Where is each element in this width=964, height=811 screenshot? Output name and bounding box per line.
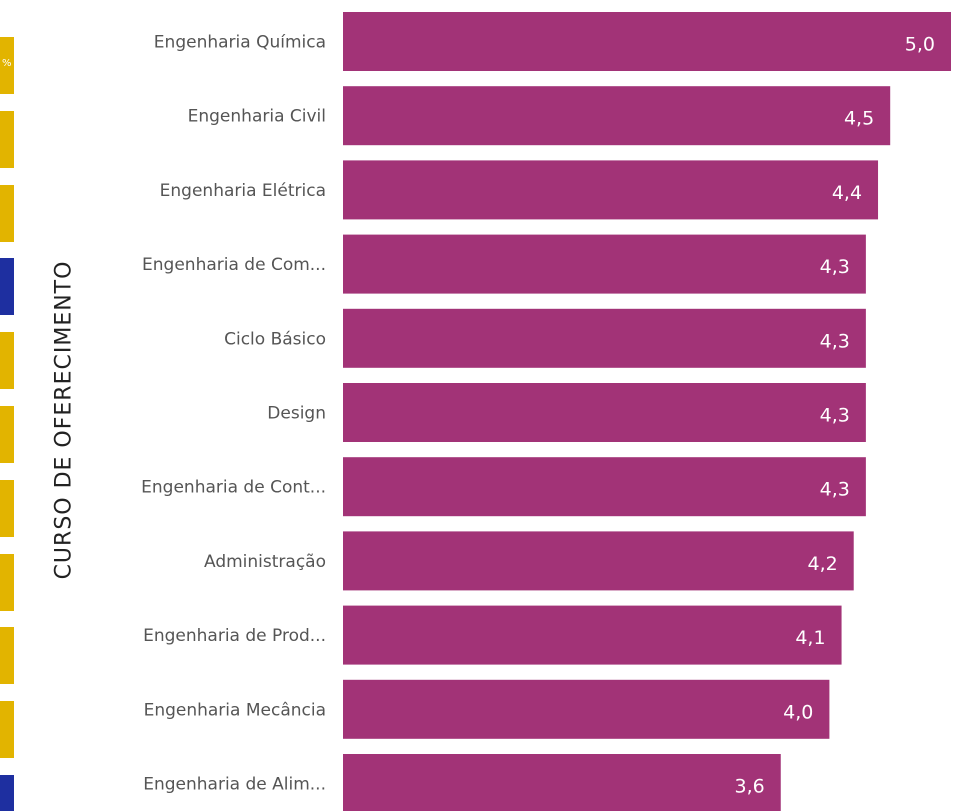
bar[interactable] bbox=[343, 160, 879, 220]
category-label: Engenharia de Prod... bbox=[143, 626, 326, 646]
category-label: Engenharia de Alim... bbox=[143, 775, 326, 795]
data-label: 4,2 bbox=[808, 553, 838, 575]
strip-mark: % bbox=[2, 58, 12, 69]
bar[interactable] bbox=[343, 86, 891, 146]
strip-block bbox=[0, 37, 14, 94]
data-label: 4,3 bbox=[820, 256, 850, 278]
data-label: 4,3 bbox=[820, 330, 850, 352]
strip-block bbox=[0, 627, 14, 685]
bar[interactable] bbox=[343, 605, 842, 665]
category-label: Engenharia Química bbox=[154, 33, 326, 53]
strip-block bbox=[0, 701, 14, 759]
data-label: 4,3 bbox=[820, 405, 850, 427]
strip-block bbox=[0, 553, 14, 611]
category-label: Engenharia de Cont... bbox=[141, 478, 326, 498]
data-label: 4,1 bbox=[795, 627, 825, 649]
strip-block bbox=[0, 110, 14, 168]
bar[interactable] bbox=[343, 383, 866, 442]
category-label: Administração bbox=[204, 552, 326, 572]
bar[interactable] bbox=[343, 457, 866, 517]
category-label: Engenharia Civil bbox=[188, 107, 326, 127]
bar[interactable] bbox=[343, 531, 854, 591]
bar[interactable] bbox=[343, 308, 866, 368]
y-axis-title: CURSO DE OFERECIMENTO bbox=[51, 260, 77, 580]
strip-block bbox=[0, 406, 14, 463]
category-label: Ciclo Básico bbox=[224, 329, 326, 349]
strip-block bbox=[0, 479, 14, 537]
bar[interactable] bbox=[343, 12, 951, 71]
data-label: 4,5 bbox=[844, 108, 874, 130]
category-label: Design bbox=[267, 404, 326, 424]
data-label: 4,0 bbox=[783, 701, 813, 723]
bar[interactable] bbox=[343, 234, 866, 294]
strip-block bbox=[0, 184, 14, 242]
data-label: 4,3 bbox=[820, 479, 850, 501]
strip-block bbox=[0, 258, 14, 316]
data-label: 4,4 bbox=[832, 182, 862, 204]
strip-block bbox=[0, 332, 14, 390]
bar[interactable] bbox=[343, 754, 781, 811]
category-label: Engenharia Elétrica bbox=[160, 181, 326, 201]
category-label: Engenharia de Com... bbox=[142, 255, 326, 275]
data-label: 5,0 bbox=[905, 34, 935, 56]
bar[interactable] bbox=[343, 679, 830, 739]
data-label: 3,6 bbox=[735, 776, 765, 798]
strip-block bbox=[0, 775, 14, 811]
category-label: Engenharia Mecância bbox=[144, 700, 326, 720]
left-color-strip: % bbox=[0, 0, 14, 811]
